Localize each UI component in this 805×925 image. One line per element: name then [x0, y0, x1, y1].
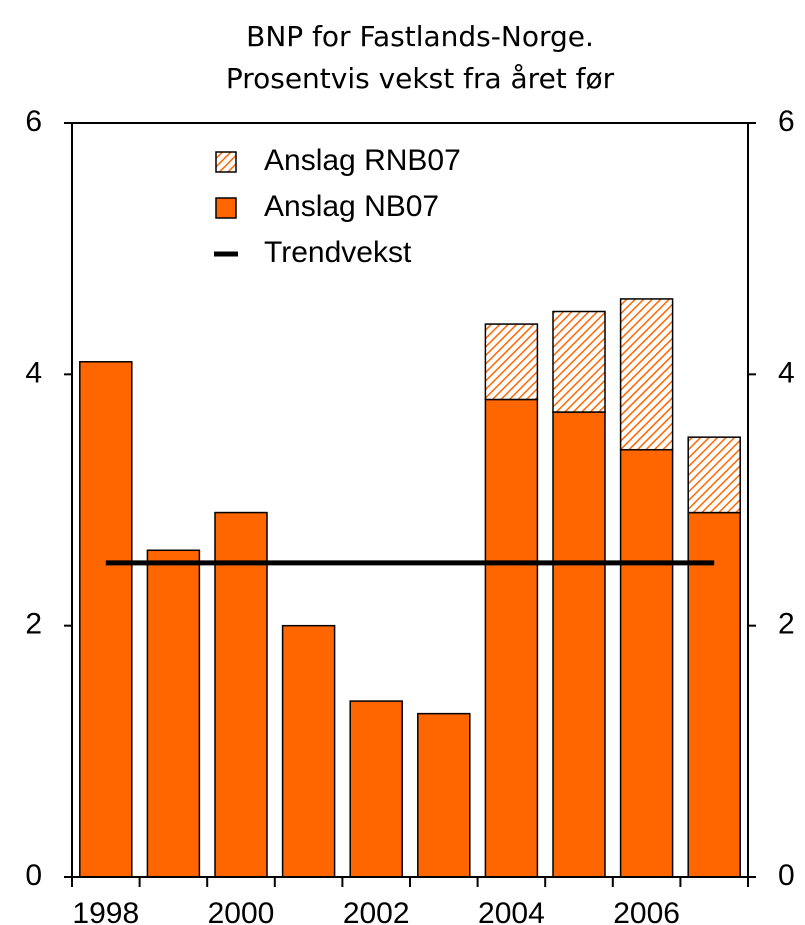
x-tick-label: 2002: [343, 897, 410, 925]
plot-frame: [71, 122, 749, 878]
bar: [417, 712, 471, 878]
y-tick-label: 6: [25, 105, 42, 138]
bar: [687, 436, 741, 514]
bar: [281, 624, 336, 878]
y-tick-label: 4: [25, 356, 42, 389]
legend-label: Anslag RNB07: [264, 144, 461, 177]
chart-title: BNP for Fastlands-Norge.: [246, 20, 594, 53]
x-tick-label: 2006: [613, 897, 680, 925]
bar: [79, 361, 133, 878]
bar: [552, 411, 606, 878]
bar: [349, 700, 403, 878]
legend-label: Trendvekst: [264, 236, 412, 269]
y2-tick-label: 4: [778, 356, 795, 389]
y-tick-label: 2: [25, 608, 42, 641]
legend-swatch: [215, 197, 237, 219]
bar: [552, 310, 606, 413]
bar: [484, 323, 539, 401]
x-tick-label: 2004: [478, 897, 545, 925]
bar: [146, 549, 201, 878]
bar: [214, 511, 268, 878]
bar: [619, 448, 674, 878]
chart-subtitle: Prosentvis vekst fra året før: [226, 62, 615, 95]
y2-tick-label: 0: [778, 859, 795, 892]
legend-swatch: [215, 151, 237, 173]
x-tick-label: 1998: [72, 897, 139, 925]
bar: [619, 298, 674, 451]
legend-label: Anslag NB07: [264, 190, 439, 223]
y-tick-label: 0: [25, 859, 42, 892]
y2-tick-label: 6: [778, 105, 795, 138]
bar: [484, 398, 539, 878]
y2-tick-label: 2: [778, 608, 795, 641]
bar: [687, 511, 741, 878]
x-tick-label: 2000: [208, 897, 275, 925]
